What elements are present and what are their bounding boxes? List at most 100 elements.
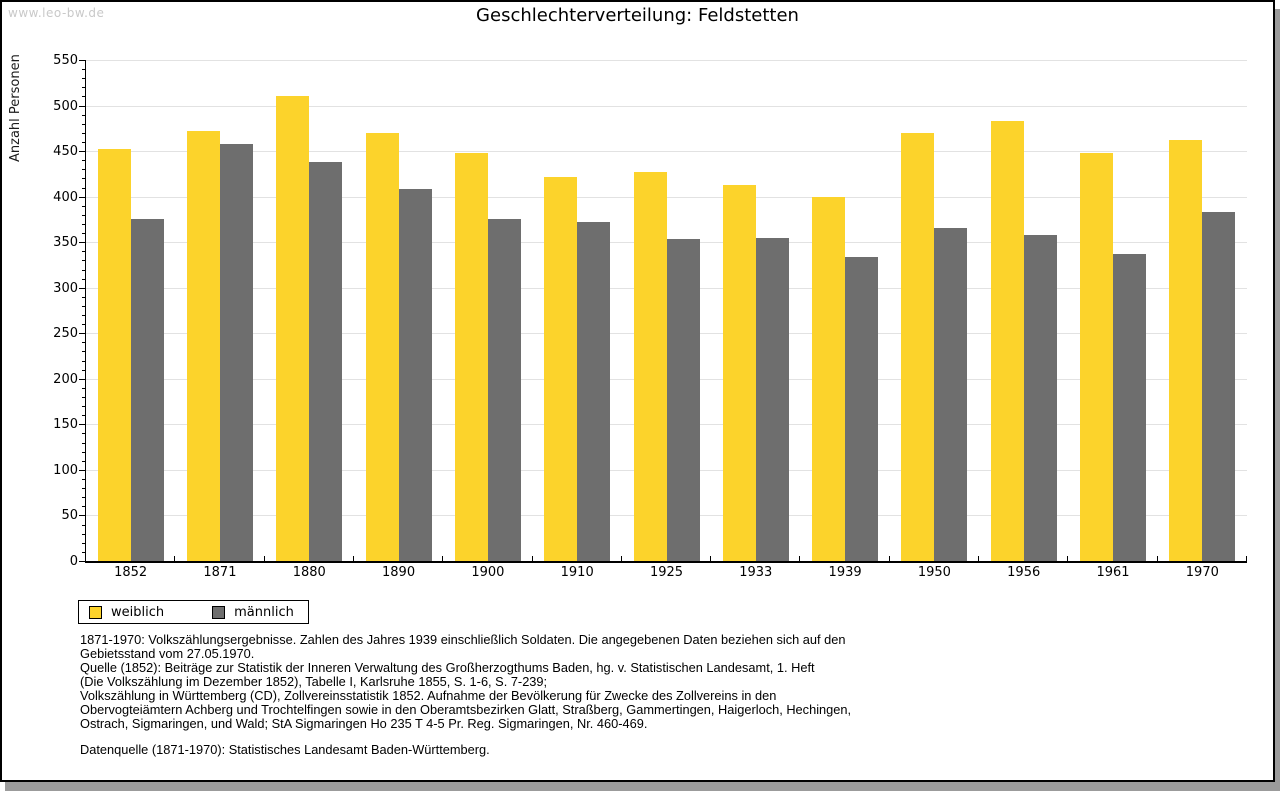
bar-weiblich-1925: [633, 172, 667, 561]
x-tick-label: 1970: [1185, 565, 1219, 580]
legend-item-weiblich: weiblich: [89, 604, 165, 620]
y-tick-label: 50: [61, 508, 78, 524]
y-tick-label: 250: [53, 326, 78, 342]
y-tick-minor: [82, 369, 86, 371]
x-tick-label: 1900: [471, 565, 505, 580]
y-tick-label: 100: [53, 462, 78, 478]
watermark: www.leo-bw.de: [8, 6, 105, 20]
legend-swatch-maennlich: [212, 605, 226, 619]
y-tick-minor: [82, 360, 86, 362]
legend-item-maennlich: männlich: [212, 604, 294, 620]
x-tick-label: 1950: [917, 565, 951, 580]
legend-label-weiblich: weiblich: [111, 604, 165, 620]
y-tick-major: [79, 424, 86, 426]
y-tick-label: 0: [69, 554, 78, 569]
y-tick-minor: [82, 251, 86, 253]
notes-lines: 1871-1970: Volkszählungsergebnisse. Zahl…: [80, 633, 851, 731]
y-tick-major: [79, 561, 86, 562]
y-tick-minor: [82, 214, 86, 216]
bar-weiblich-1970: [1169, 140, 1203, 561]
y-tick-minor: [82, 278, 86, 280]
y-tick-label: 200: [53, 371, 78, 387]
bar-weiblich-1961: [1080, 152, 1114, 561]
notes-line: Gebietsstand vom 27.05.1970.: [80, 646, 255, 661]
bar-weiblich-1890: [365, 132, 399, 561]
chart-title: Geschlechterverteilung: Feldstetten: [476, 5, 799, 26]
y-tick-label: 400: [53, 189, 78, 205]
x-tick-label: 1910: [560, 565, 594, 580]
y-tick-major: [79, 469, 86, 471]
bar-weiblich-1950: [901, 132, 935, 561]
gridline-550: [86, 60, 1247, 61]
y-tick-minor: [82, 433, 86, 435]
y-tick-minor: [82, 296, 86, 298]
y-tick-label: 300: [53, 280, 78, 296]
bar-männlich-1880: [309, 162, 343, 561]
bar-männlich-1970: [1202, 212, 1236, 561]
category-boundary-tick: [1067, 556, 1069, 561]
bar-männlich-1900: [487, 219, 521, 561]
y-tick-minor: [82, 78, 86, 80]
x-tick-label: 1890: [382, 565, 416, 580]
y-tick-minor: [82, 324, 86, 326]
x-tick-label: 1939: [828, 565, 862, 580]
y-tick-minor: [82, 387, 86, 389]
y-tick-minor: [82, 479, 86, 481]
bar-männlich-1852: [130, 218, 164, 561]
y-tick-minor: [82, 205, 86, 207]
y-tick-major: [79, 60, 86, 61]
category-boundary-tick: [263, 556, 265, 561]
y-tick-label: 450: [53, 144, 78, 160]
bar-weiblich-1910: [544, 176, 578, 561]
notes: 1871-1970: Volkszählungsergebnisse. Zahl…: [80, 633, 851, 757]
bar-weiblich-1852: [97, 149, 131, 561]
y-tick-minor: [82, 315, 86, 317]
x-tick-label: 1925: [649, 565, 684, 580]
bar-weiblich-1939: [812, 196, 846, 561]
y-tick-major: [79, 151, 86, 153]
category-boundary-tick: [174, 556, 176, 561]
y-tick-minor: [82, 233, 86, 235]
y-tick-minor: [82, 69, 86, 71]
y-tick-label: 350: [53, 235, 78, 251]
legend-label-maennlich: männlich: [234, 604, 294, 620]
x-tick-label: 1852: [114, 565, 148, 580]
y-tick-major: [79, 287, 86, 289]
bar-weiblich-1900: [454, 152, 488, 561]
y-tick-minor: [82, 132, 86, 134]
y-tick-minor: [82, 342, 86, 344]
x-tick-label: 1961: [1096, 565, 1130, 580]
gridline-500: [86, 105, 1247, 107]
y-tick-major: [79, 242, 86, 244]
bar-weiblich-1871: [187, 131, 220, 561]
bar-männlich-1956: [1023, 234, 1057, 561]
category-boundary-tick: [710, 556, 712, 561]
category-boundary-tick: [352, 556, 354, 561]
notes-line: Volkszählung in Württemberg (CD), Zollve…: [80, 688, 777, 703]
y-tick-major: [79, 105, 86, 107]
y-tick-minor: [82, 497, 86, 499]
y-tick-minor: [82, 542, 86, 544]
y-tick-major: [79, 515, 86, 517]
y-tick-major: [79, 333, 86, 335]
y-tick-minor: [82, 87, 86, 89]
y-tick-major: [79, 378, 86, 380]
notes-line: Ostrach, Sigmaringen, und Wald; StA Sigm…: [80, 716, 648, 731]
y-tick-minor: [82, 406, 86, 408]
y-tick-minor: [82, 260, 86, 262]
y-tick-label: 500: [53, 98, 78, 114]
y-tick-minor: [82, 178, 86, 180]
category-boundary-tick: [978, 556, 980, 561]
x-tick-label: 1956: [1007, 565, 1041, 580]
category-boundary-tick: [1156, 556, 1158, 561]
gridline-450: [86, 151, 1247, 153]
notes-line: Obervogteiämtern Achberg und Trochtelfin…: [80, 702, 852, 717]
y-tick-minor: [82, 141, 86, 143]
legend-swatch-weiblich: [89, 605, 102, 619]
y-axis-title: Anzahl Personen: [8, 54, 23, 162]
y-tick-minor: [82, 524, 86, 526]
x-tick-label: 1933: [739, 565, 773, 580]
x-tick-label: 1880: [292, 565, 326, 580]
category-boundary-tick: [531, 556, 533, 561]
